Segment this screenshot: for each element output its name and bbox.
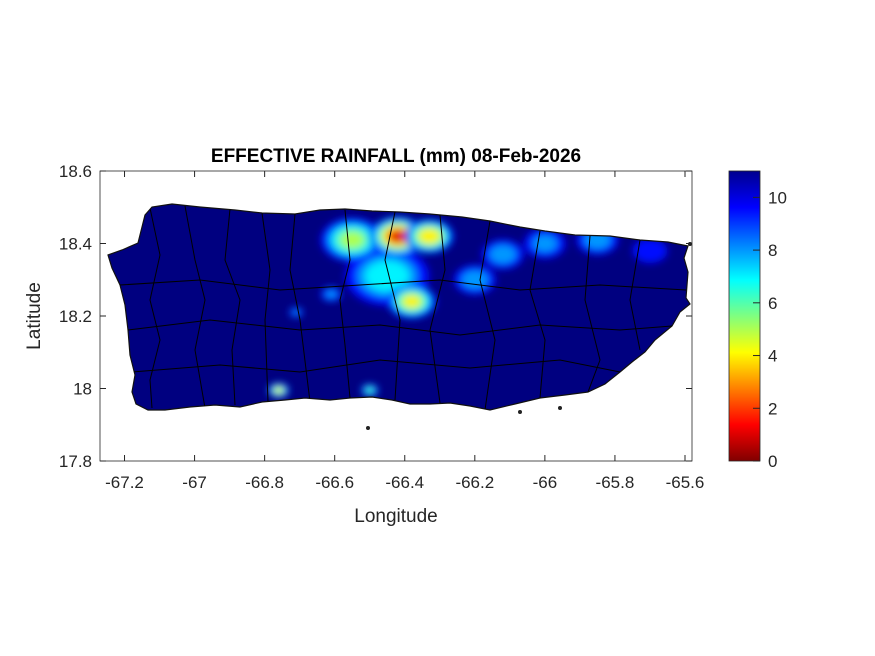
x-tick-label: -65.6 — [666, 473, 705, 492]
x-tick-label: -66.4 — [385, 473, 424, 492]
colorbar — [728, 170, 761, 462]
rainfall-area — [320, 286, 342, 302]
x-tick-label: -66.6 — [315, 473, 354, 492]
y-tick-label: 18.2 — [59, 307, 92, 326]
municipality-border — [429, 214, 446, 404]
islet — [558, 406, 562, 410]
municipality-border — [261, 212, 271, 403]
rainfall-area — [387, 284, 437, 319]
y-tick-label: 17.8 — [59, 452, 92, 471]
rainfall-level — [403, 295, 420, 308]
colorbar-tick-label: 8 — [768, 241, 777, 260]
x-tick-label: -66.8 — [245, 473, 284, 492]
municipality-border — [127, 319, 673, 336]
x-tick-label: -67.2 — [105, 473, 144, 492]
x-tick-label: -67 — [182, 473, 207, 492]
rainfall-level — [325, 290, 338, 299]
rainfall-area — [320, 217, 384, 262]
y-tick-label: 18.4 — [59, 235, 92, 254]
colorbar-tick-label: 0 — [768, 452, 777, 471]
rainfall-level — [275, 387, 283, 393]
rainfall-area — [360, 384, 379, 397]
islet — [518, 410, 522, 414]
municipality-border — [479, 220, 496, 410]
x-tick-label: -66 — [533, 473, 558, 492]
municipality-border — [184, 205, 206, 409]
municipality-border — [131, 359, 621, 373]
rainfall-level — [461, 270, 489, 290]
rainfall-level — [389, 230, 406, 242]
municipality-border — [119, 279, 687, 291]
municipality-border — [289, 213, 311, 403]
rainfall-area — [481, 239, 524, 270]
rainfall-level — [632, 238, 668, 264]
rainfall-area — [268, 382, 290, 398]
rainfall-level — [489, 245, 517, 264]
y-tick-label: 18 — [73, 380, 92, 399]
colorbar-tick-label: 2 — [768, 399, 777, 418]
x-tick-label: -65.8 — [596, 473, 635, 492]
colorbar-ticks: 0 2 4 6 8 10 — [753, 188, 787, 471]
axis-ticks: -67.2 -67 -66.8 -66.6 -66.4 -66.2 -66 -65.8 -65.… — [59, 162, 704, 492]
municipality-border — [149, 207, 161, 409]
colorbar-tick-label: 4 — [768, 347, 777, 366]
rainfall-area — [453, 265, 496, 295]
y-axis-label: Latitude — [24, 282, 45, 350]
municipality-border — [384, 211, 401, 401]
rainfall-area — [632, 238, 668, 264]
colorbar-tick-label: 6 — [768, 294, 777, 313]
islet — [366, 426, 370, 430]
municipality-border — [339, 209, 351, 399]
municipality-border — [584, 235, 601, 393]
rainfall-level — [340, 231, 364, 248]
chart-title: EFFECTIVE RAINFALL (mm) 08-Feb-2026 — [211, 146, 581, 167]
rainfall-level — [366, 387, 374, 393]
x-tick-label: -66.2 — [455, 473, 494, 492]
colorbar-tick-label: 10 — [768, 188, 787, 207]
x-axis-label: Longitude — [354, 506, 437, 527]
rainfall-area — [289, 307, 304, 318]
rainfall-area — [404, 219, 454, 254]
municipality-border — [629, 239, 641, 351]
rainfall-level — [419, 229, 440, 244]
map-layer — [107, 203, 692, 430]
coastline — [107, 203, 691, 411]
municipality-border — [529, 230, 546, 399]
municipality-border — [224, 208, 241, 406]
rainfall-field — [268, 216, 668, 398]
y-tick-label: 18.6 — [59, 162, 92, 181]
